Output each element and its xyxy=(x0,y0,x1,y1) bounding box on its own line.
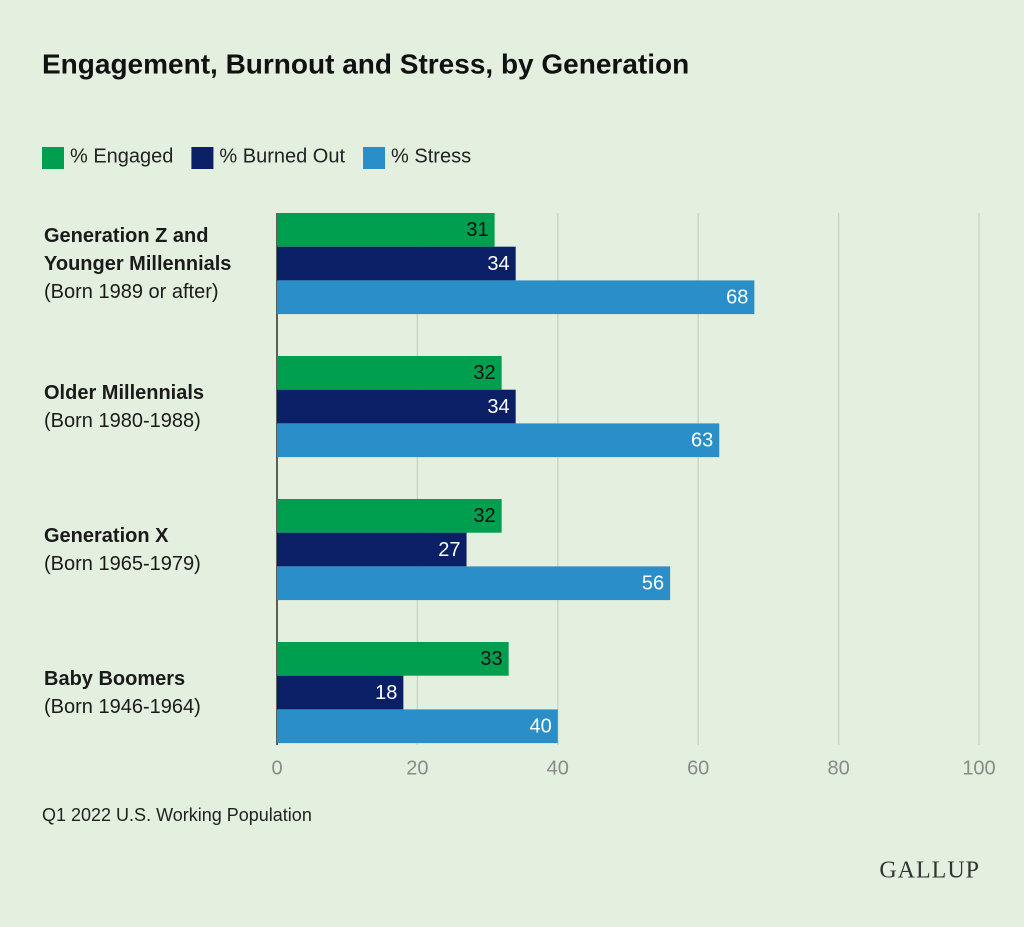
value-label: 31 xyxy=(466,219,488,241)
value-label: 40 xyxy=(530,716,552,738)
bar xyxy=(277,642,509,676)
bar xyxy=(277,675,404,710)
value-label: 34 xyxy=(487,396,509,418)
bar xyxy=(277,356,502,390)
bar xyxy=(277,566,671,601)
x-tick-label: 60 xyxy=(687,757,709,779)
bar xyxy=(277,532,467,567)
value-label: 32 xyxy=(473,505,495,527)
legend-swatch xyxy=(42,147,64,169)
bar xyxy=(277,213,495,247)
x-tick-label: 40 xyxy=(547,757,569,779)
value-label: 56 xyxy=(642,573,664,595)
category-note: (Born 1989 or after) xyxy=(44,280,219,303)
footnote: Q1 2022 U.S. Working Population xyxy=(42,805,312,825)
category-note: (Born 1965-1979) xyxy=(44,552,201,575)
category-note: (Born 1980-1988) xyxy=(44,409,201,432)
bar xyxy=(277,499,502,533)
x-tick-label: 100 xyxy=(962,757,995,779)
value-label: 27 xyxy=(438,539,460,561)
legend-swatch xyxy=(191,147,214,169)
value-label: 68 xyxy=(726,287,748,309)
bar xyxy=(277,709,558,744)
value-label: 18 xyxy=(375,682,397,704)
category-name: Older Millennials xyxy=(44,381,205,404)
bar xyxy=(277,280,755,315)
value-label: 33 xyxy=(480,648,502,670)
category-name: Generation Z and Younger Millennials xyxy=(44,224,232,275)
legend-label: % Stress xyxy=(391,145,471,167)
x-tick-label: 80 xyxy=(827,757,849,779)
x-tick-label: 20 xyxy=(406,757,428,779)
category-label: Generation X (Born 1965-1979) xyxy=(44,522,276,578)
category-name: Generation X xyxy=(44,524,169,547)
bar xyxy=(277,246,516,281)
legend-label: % Burned Out xyxy=(219,145,345,167)
category-label: Generation Z and Younger Millennials (Bor… xyxy=(44,222,276,306)
value-label: 63 xyxy=(691,430,713,452)
category-name: Baby Boomers xyxy=(44,667,186,690)
logo: GALLUP xyxy=(879,858,980,884)
x-tick-label: 0 xyxy=(271,757,282,779)
bar xyxy=(277,423,720,458)
value-label: 32 xyxy=(473,362,495,384)
chart-title: Engagement, Burnout and Stress, by Gener… xyxy=(42,48,689,79)
bar xyxy=(277,389,516,424)
category-label: Older Millennials (Born 1980-1988) xyxy=(44,379,276,435)
category-note: (Born 1946-1964) xyxy=(44,695,201,718)
legend-swatch xyxy=(363,147,386,169)
legend-label: % Engaged xyxy=(70,145,173,167)
value-label: 34 xyxy=(487,253,509,275)
category-label: Baby Boomers (Born 1946-1964) xyxy=(44,665,276,721)
